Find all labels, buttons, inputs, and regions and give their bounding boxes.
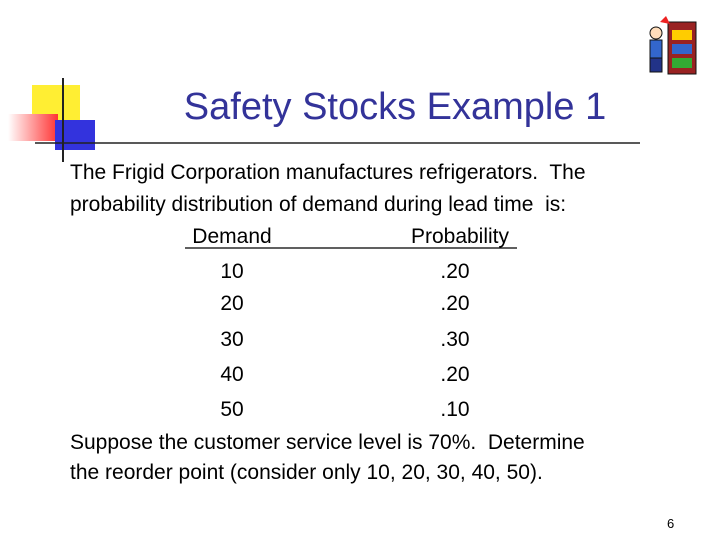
probability-cell: .20 (440, 363, 470, 386)
column-header: Demand (192, 225, 272, 248)
intro-line: probability distribution of demand durin… (70, 193, 567, 216)
slide-title: Safety Stocks Example 1 (183, 86, 607, 128)
intro-line: The Frigid Corporation manufactures refr… (70, 161, 586, 184)
probability-cell: .20 (440, 292, 470, 315)
probability-cell: .10 (440, 398, 470, 421)
blue-square (55, 120, 95, 150)
question-line: Suppose the customer service level is 70… (70, 431, 585, 454)
page-number: 6 (667, 516, 675, 531)
demand-cell: 20 (220, 292, 244, 315)
demand-cell: 40 (220, 363, 244, 386)
probability-cell: .30 (440, 328, 470, 351)
demand-cell: 50 (220, 398, 244, 421)
demand-cell: 10 (220, 260, 244, 283)
probability-cell: .20 (440, 260, 470, 283)
demand-cell: 30 (220, 328, 244, 351)
question-line: the reorder point (consider only 10, 20,… (70, 461, 543, 484)
clipart (649, 16, 697, 75)
red-bar (8, 114, 58, 141)
column-header: Probability (410, 225, 510, 248)
